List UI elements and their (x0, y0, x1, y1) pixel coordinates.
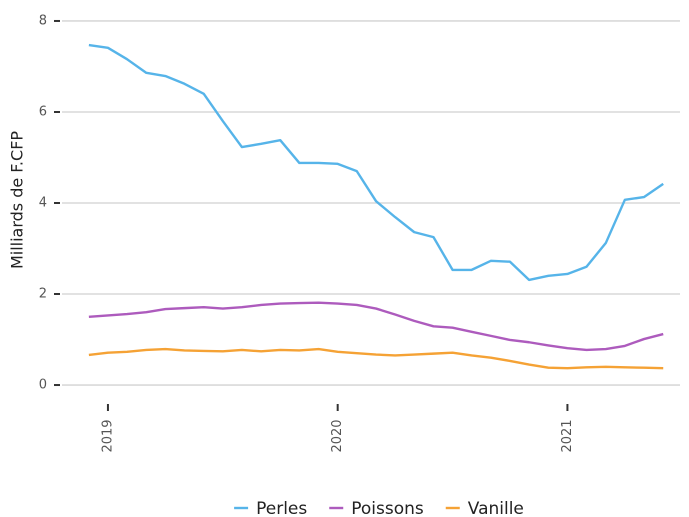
series-line (88, 347, 664, 370)
y-axis-title: Milliards de F.CFP (8, 131, 27, 269)
legend: Perles Poissons Vanille (234, 499, 524, 517)
y-tick-label: 8 (39, 13, 47, 28)
x-tick-label: 2020 (330, 419, 345, 452)
series-line (88, 301, 664, 352)
y-tick-label: 2 (39, 287, 47, 302)
y-tick-label: 0 (39, 378, 47, 393)
y-tick-label: 4 (39, 196, 47, 211)
legend-label: Perles (256, 499, 307, 517)
x-tick-label: 2019 (100, 419, 115, 452)
x-tick-label: 2021 (560, 419, 575, 452)
legend-label: Vanille (468, 499, 524, 517)
series-line (88, 43, 664, 282)
legend-label: Poissons (351, 499, 424, 517)
y-tick-label: 6 (39, 104, 47, 119)
